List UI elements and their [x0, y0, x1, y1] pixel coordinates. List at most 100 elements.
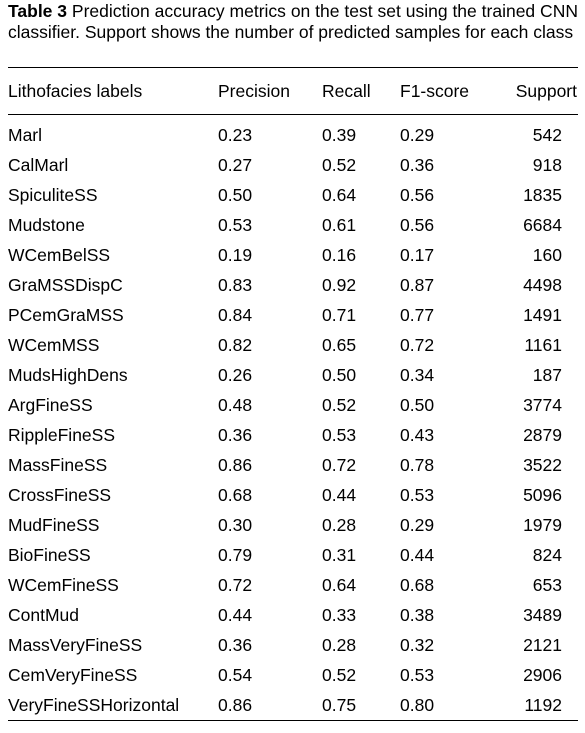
- precision-cell: 0.44: [218, 605, 253, 625]
- header-recall: Recall: [322, 67, 400, 115]
- recall-cell: 0.39: [322, 125, 357, 146]
- header-support: Support: [498, 67, 578, 115]
- support-cell: 187: [532, 365, 562, 385]
- recall-cell: 0.65: [322, 335, 357, 355]
- precision-cell: 0.84: [218, 305, 253, 325]
- precision-cell: 0.50: [218, 185, 253, 205]
- table-row: MudsHighDens 0.26 0.50 0.34 187: [8, 361, 578, 391]
- precision-cell: 0.68: [218, 485, 253, 505]
- f1-score-cell: 0.29: [400, 125, 435, 146]
- table-caption: Table 3 Prediction accuracy metrics on t…: [8, 0, 578, 67]
- table-row: WCemFineSS 0.72 0.64 0.68 653: [8, 571, 578, 601]
- precision-cell: 0.19: [218, 245, 253, 265]
- precision-cell: 0.36: [218, 425, 253, 445]
- precision-cell: 0.83: [218, 275, 253, 295]
- label-cell: GraMSSDispC: [8, 275, 123, 295]
- f1-score-cell: 0.87: [400, 275, 435, 295]
- precision-cell: 0.82: [218, 335, 253, 355]
- support-cell: 542: [532, 125, 562, 146]
- metrics-table-body: Marl 0.23 0.39 0.29 542 CalMarl 0.27 0.52 0.36 91…: [8, 115, 578, 721]
- support-cell: 1491: [523, 305, 562, 325]
- table-row: VeryFineSSHorizontal 0.86 0.75 0.80 1192: [8, 690, 578, 721]
- precision-cell: 0.86: [218, 455, 253, 475]
- header-f1-score: F1-score: [400, 67, 498, 115]
- table-row: SpiculiteSS 0.50 0.64 0.56 1835: [8, 181, 578, 211]
- recall-cell: 0.52: [322, 155, 357, 175]
- recall-cell: 0.72: [322, 455, 357, 475]
- table-row: CalMarl 0.27 0.52 0.36 918: [8, 151, 578, 181]
- label-cell: RippleFineSS: [8, 425, 115, 445]
- support-cell: 1979: [523, 515, 562, 535]
- f1-score-cell: 0.29: [400, 515, 435, 535]
- f1-score-cell: 0.43: [400, 425, 435, 445]
- support-cell: 3522: [523, 455, 562, 475]
- table-row: ArgFineSS 0.48 0.52 0.50 3774: [8, 391, 578, 421]
- f1-score-cell: 0.32: [400, 635, 435, 655]
- label-cell: MassVeryFineSS: [8, 635, 143, 655]
- f1-score-cell: 0.53: [400, 485, 435, 505]
- label-cell: Marl: [8, 125, 43, 146]
- support-cell: 2121: [523, 635, 562, 655]
- precision-cell: 0.23: [218, 125, 253, 146]
- table-row: Mudstone 0.53 0.61 0.56 6684: [8, 211, 578, 241]
- table-row: MudFineSS 0.30 0.28 0.29 1979: [8, 511, 578, 541]
- f1-score-cell: 0.34: [400, 365, 435, 385]
- support-cell: 1192: [498, 690, 578, 721]
- header-row: Lithofacies labels Precision Recall F1-s…: [8, 67, 578, 115]
- support-cell: 1835: [523, 185, 562, 205]
- table-row: RippleFineSS 0.36 0.53 0.43 2879: [8, 421, 578, 451]
- label-cell: WCemMSS: [8, 335, 100, 355]
- f1-score-cell: 0.56: [400, 215, 435, 235]
- recall-cell: 0.61: [322, 215, 357, 235]
- table-row: MassVeryFineSS 0.36 0.28 0.32 2121: [8, 631, 578, 661]
- support-cell: 2879: [523, 425, 562, 445]
- label-cell: Mudstone: [8, 215, 85, 235]
- label-cell: CemVeryFineSS: [8, 665, 138, 685]
- metrics-table-header: Lithofacies labels Precision Recall F1-s…: [8, 67, 578, 115]
- precision-cell: 0.54: [218, 665, 253, 685]
- recall-cell: 0.64: [322, 185, 357, 205]
- label-cell: SpiculiteSS: [8, 185, 98, 205]
- recall-cell: 0.50: [322, 365, 357, 385]
- label-cell: BioFineSS: [8, 545, 91, 565]
- header-lithofacies-labels: Lithofacies labels: [8, 67, 218, 115]
- support-cell: 5096: [523, 485, 562, 505]
- recall-cell: 0.92: [322, 275, 357, 295]
- recall-cell: 0.31: [322, 545, 357, 565]
- precision-cell: 0.72: [218, 575, 253, 595]
- label-cell: PCemGraMSS: [8, 305, 124, 325]
- f1-score-cell: 0.78: [400, 455, 435, 475]
- label-cell: MudFineSS: [8, 515, 100, 535]
- metrics-table: Lithofacies labels Precision Recall F1-s…: [8, 67, 578, 721]
- label-cell: CalMarl: [8, 155, 69, 175]
- support-cell: 160: [532, 245, 562, 265]
- label-cell: ContMud: [8, 605, 80, 625]
- f1-score-cell: 0.36: [400, 155, 435, 175]
- table-caption-text: Prediction accuracy metrics on the test …: [8, 1, 578, 42]
- table-caption-label: Table 3: [8, 1, 68, 21]
- header-precision: Precision: [218, 67, 322, 115]
- table-row: BioFineSS 0.79 0.31 0.44 824: [8, 541, 578, 571]
- support-cell: 653: [532, 575, 562, 595]
- table-row: WCemMSS 0.82 0.65 0.72 1161: [8, 331, 578, 361]
- support-cell: 3774: [523, 395, 562, 415]
- support-cell: 3489: [523, 605, 562, 625]
- f1-score-cell: 0.77: [400, 305, 435, 325]
- precision-cell: 0.36: [218, 635, 253, 655]
- label-cell: MudsHighDens: [8, 365, 128, 385]
- recall-cell: 0.71: [322, 305, 357, 325]
- precision-cell: 0.53: [218, 215, 253, 235]
- table-row: GraMSSDispC 0.83 0.92 0.87 4498: [8, 271, 578, 301]
- f1-score-cell: 0.72: [400, 335, 435, 355]
- f1-score-cell: 0.50: [400, 395, 435, 415]
- precision-cell: 0.48: [218, 395, 253, 415]
- f1-score-cell: 0.44: [400, 545, 435, 565]
- precision-cell: 0.27: [218, 155, 253, 175]
- precision-cell: 0.79: [218, 545, 253, 565]
- table-row: MassFineSS 0.86 0.72 0.78 3522: [8, 451, 578, 481]
- support-cell: 4498: [523, 275, 562, 295]
- support-cell: 918: [532, 155, 562, 175]
- precision-cell: 0.30: [218, 515, 253, 535]
- f1-score-cell: 0.56: [400, 185, 435, 205]
